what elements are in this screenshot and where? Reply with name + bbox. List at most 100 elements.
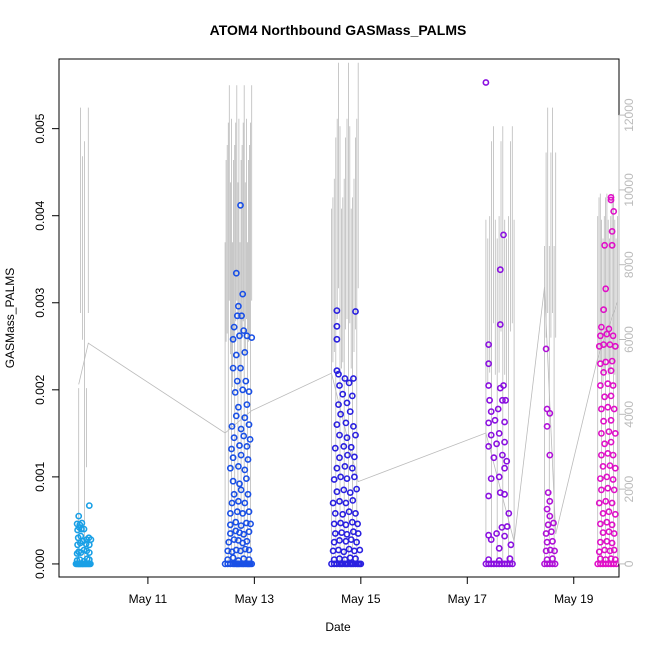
data-point xyxy=(501,232,506,237)
chart-svg: ATOM4 Northbound GASMass_PALMS May 11 May… xyxy=(0,0,650,650)
data-point xyxy=(242,467,247,472)
data-point xyxy=(544,346,549,351)
data-point xyxy=(502,534,507,539)
data-point xyxy=(606,529,611,534)
data-point xyxy=(248,437,253,442)
data-point xyxy=(610,522,615,527)
data-point xyxy=(353,511,358,516)
data-point xyxy=(242,350,247,355)
data-point xyxy=(231,455,236,460)
data-point xyxy=(236,499,241,504)
data-point xyxy=(343,539,348,544)
data-point xyxy=(343,500,348,505)
data-point xyxy=(606,429,611,434)
plot-layer xyxy=(73,63,619,567)
data-point xyxy=(245,492,250,497)
y-tick-label: 0.005 xyxy=(33,113,47,143)
data-point xyxy=(332,521,337,526)
data-point xyxy=(612,531,617,536)
data-point xyxy=(491,455,496,460)
data-point xyxy=(249,335,254,340)
data-point xyxy=(612,406,617,411)
data-point xyxy=(353,556,358,561)
data-point xyxy=(236,558,241,563)
data-point xyxy=(225,557,230,562)
data-point xyxy=(238,366,243,371)
y2-tick-label: 6000 xyxy=(622,326,636,353)
y2-tick-label: 4000 xyxy=(622,401,636,428)
data-point xyxy=(612,487,617,492)
data-point xyxy=(340,392,345,397)
data-point xyxy=(228,531,233,536)
data-point xyxy=(240,511,245,516)
data-point xyxy=(550,556,555,561)
data-point xyxy=(612,547,617,552)
data-point xyxy=(244,539,249,544)
data-point xyxy=(226,540,231,545)
data-point xyxy=(545,507,550,512)
data-point xyxy=(331,548,336,553)
y2-tick-label: 12000 xyxy=(622,98,636,132)
data-point xyxy=(337,383,342,388)
x-axis-label: Date xyxy=(325,620,351,634)
data-point xyxy=(334,489,339,494)
data-point xyxy=(246,509,251,514)
data-point xyxy=(608,393,613,398)
data-point xyxy=(336,402,341,407)
data-point xyxy=(351,376,356,381)
data-point xyxy=(244,476,249,481)
data-point xyxy=(492,418,497,423)
data-point xyxy=(235,379,240,384)
data-point xyxy=(497,558,502,563)
data-point xyxy=(237,481,242,486)
data-point xyxy=(232,325,237,330)
data-point xyxy=(552,548,557,553)
data-point xyxy=(486,557,491,562)
data-point xyxy=(598,383,603,388)
data-point xyxy=(505,524,510,529)
data-point xyxy=(613,557,618,562)
data-point xyxy=(345,453,350,458)
data-point xyxy=(598,476,603,481)
data-point xyxy=(352,474,357,479)
data-point xyxy=(507,556,512,561)
data-point xyxy=(549,529,554,534)
data-point xyxy=(341,487,346,492)
data-point xyxy=(546,522,551,527)
data-point xyxy=(343,522,348,527)
data-point xyxy=(246,547,251,552)
data-point xyxy=(240,387,245,392)
data-point xyxy=(229,500,234,505)
data-point xyxy=(486,493,491,498)
data-point xyxy=(597,500,602,505)
data-point xyxy=(338,474,343,479)
data-point xyxy=(547,453,552,458)
data-point xyxy=(356,531,361,536)
data-point xyxy=(332,557,337,562)
data-point xyxy=(602,547,607,552)
data-point xyxy=(337,538,342,543)
data-point xyxy=(343,420,348,425)
data-point xyxy=(613,344,618,349)
data-point xyxy=(547,514,552,519)
data-point xyxy=(608,440,613,445)
data-point xyxy=(600,530,605,535)
data-point xyxy=(331,500,336,505)
data-point xyxy=(544,531,549,536)
data-point xyxy=(613,512,618,517)
data-point xyxy=(352,454,357,459)
data-point xyxy=(229,424,234,429)
data-point xyxy=(486,342,491,347)
data-point xyxy=(606,509,611,514)
data-point xyxy=(547,499,552,504)
data-point xyxy=(334,337,339,342)
data-point xyxy=(486,444,491,449)
data-point xyxy=(87,503,92,508)
data-point xyxy=(483,80,488,85)
data-point xyxy=(333,446,338,451)
data-point xyxy=(600,511,605,516)
data-point xyxy=(234,271,239,276)
data-point xyxy=(601,307,606,312)
data-point xyxy=(242,415,247,420)
y-axis-right: 020004000600080001000012000 xyxy=(619,98,636,567)
